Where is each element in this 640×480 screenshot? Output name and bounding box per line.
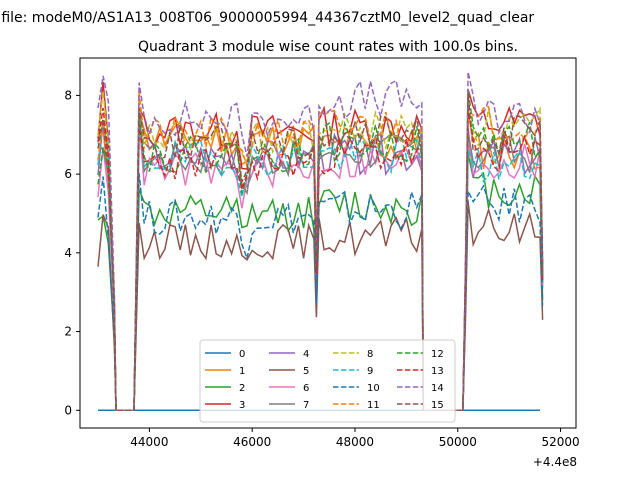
legend-label-15: 15: [431, 400, 444, 411]
y-tick-label: 0: [64, 403, 72, 417]
y-tick-label: 8: [64, 88, 72, 102]
series-line-14: [97, 71, 544, 412]
y-tick-label: 2: [64, 325, 72, 339]
x-tick-label: 46000: [233, 435, 271, 449]
legend-label-2: 2: [239, 383, 245, 394]
y-tick-label: 4: [64, 246, 72, 260]
legend-label-0: 0: [239, 349, 245, 360]
plot-frame: [79, 57, 577, 429]
legend-label-5: 5: [303, 366, 309, 377]
x-tick-label: 44000: [130, 435, 168, 449]
series-line-10: [97, 173, 544, 412]
series-line-15: [97, 94, 544, 412]
chart-suptitle: n file: modeM0/AS1A13_008T06_9000005994_…: [0, 10, 534, 26]
x-tick-label: 48000: [336, 435, 374, 449]
legend-label-7: 7: [303, 400, 309, 411]
legend-label-3: 3: [239, 400, 245, 411]
legend-label-10: 10: [367, 383, 380, 394]
series-layer: [97, 71, 544, 412]
legend-box: [199, 339, 456, 423]
legend-label-1: 1: [239, 366, 245, 377]
series-line-13: [97, 107, 544, 412]
x-offset-label: +4.4e8: [533, 455, 577, 469]
legend-label-12: 12: [431, 349, 444, 360]
x-tick-label: 52000: [541, 435, 579, 449]
legend-label-14: 14: [431, 383, 444, 394]
chart-title: Quadrant 3 module wise count rates with …: [138, 39, 518, 55]
legend-label-11: 11: [367, 400, 380, 411]
legend-label-4: 4: [303, 349, 309, 360]
legend-label-9: 9: [367, 366, 373, 377]
legend-label-8: 8: [367, 349, 373, 360]
legend-label-13: 13: [431, 366, 444, 377]
legend-label-6: 6: [303, 383, 309, 394]
y-axis: 0 2 4 6 8: [64, 88, 80, 417]
x-axis: 44000 46000 48000 50000 52000: [130, 428, 580, 449]
y-tick-label: 6: [64, 167, 72, 181]
x-tick-label: 50000: [439, 435, 477, 449]
